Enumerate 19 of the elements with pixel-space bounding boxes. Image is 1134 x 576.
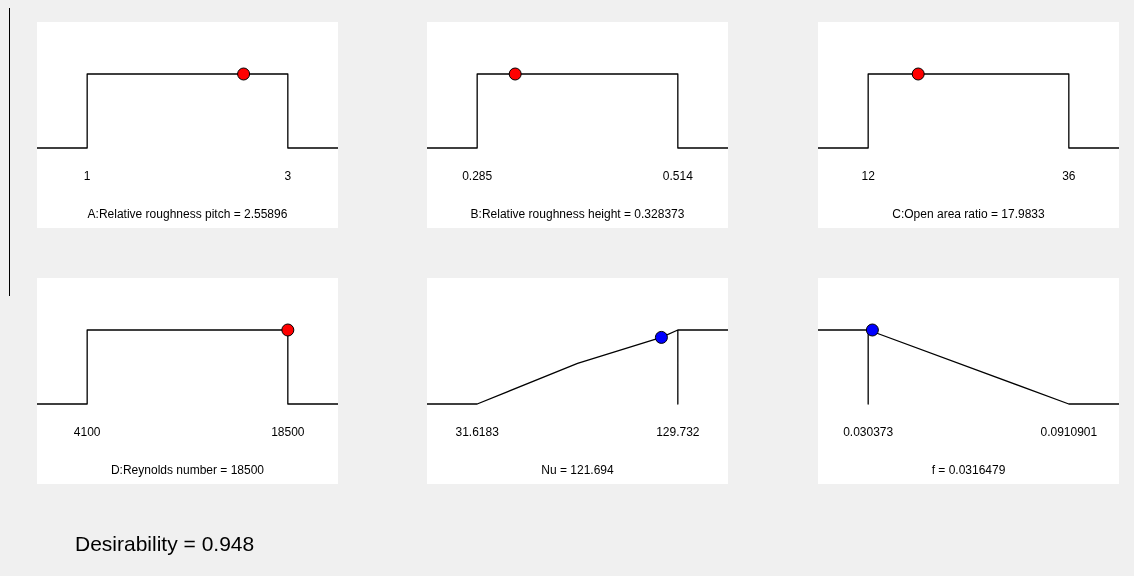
text: Desirability = 0.948 <box>75 532 255 556</box>
x-tick-label: 12 <box>861 168 876 183</box>
x-tick-label: 4100 <box>73 424 101 439</box>
x-tick-label: 36 <box>1062 168 1076 183</box>
x-axis-title: C:Open area ratio = 17.9833 <box>892 207 1046 222</box>
x-tick-label: 0.0910901 <box>1040 424 1098 439</box>
x-axis-title: f = 0.0316479 <box>931 463 1006 478</box>
x-tick-label: 0.514 <box>662 168 694 183</box>
x-axis-title: A:Relative roughness pitch = 2.55896 <box>87 207 288 222</box>
x-tick-label: 31.6183 <box>455 424 500 439</box>
x-axis-title: B:Relative roughness height = 0.328373 <box>470 207 685 222</box>
x-axis-title: D:Reynolds number = 18500 <box>110 463 265 478</box>
x-axis-title: Nu = 121.694 <box>541 463 615 478</box>
x-tick-label: 3 <box>284 168 292 183</box>
x-tick-label: 0.285 <box>462 168 493 183</box>
x-tick-label: 129.732 <box>656 424 700 439</box>
x-tick-label: 18500 <box>271 424 305 439</box>
x-tick-label: 1 <box>83 168 91 183</box>
x-tick-label: 0.030373 <box>843 424 894 439</box>
